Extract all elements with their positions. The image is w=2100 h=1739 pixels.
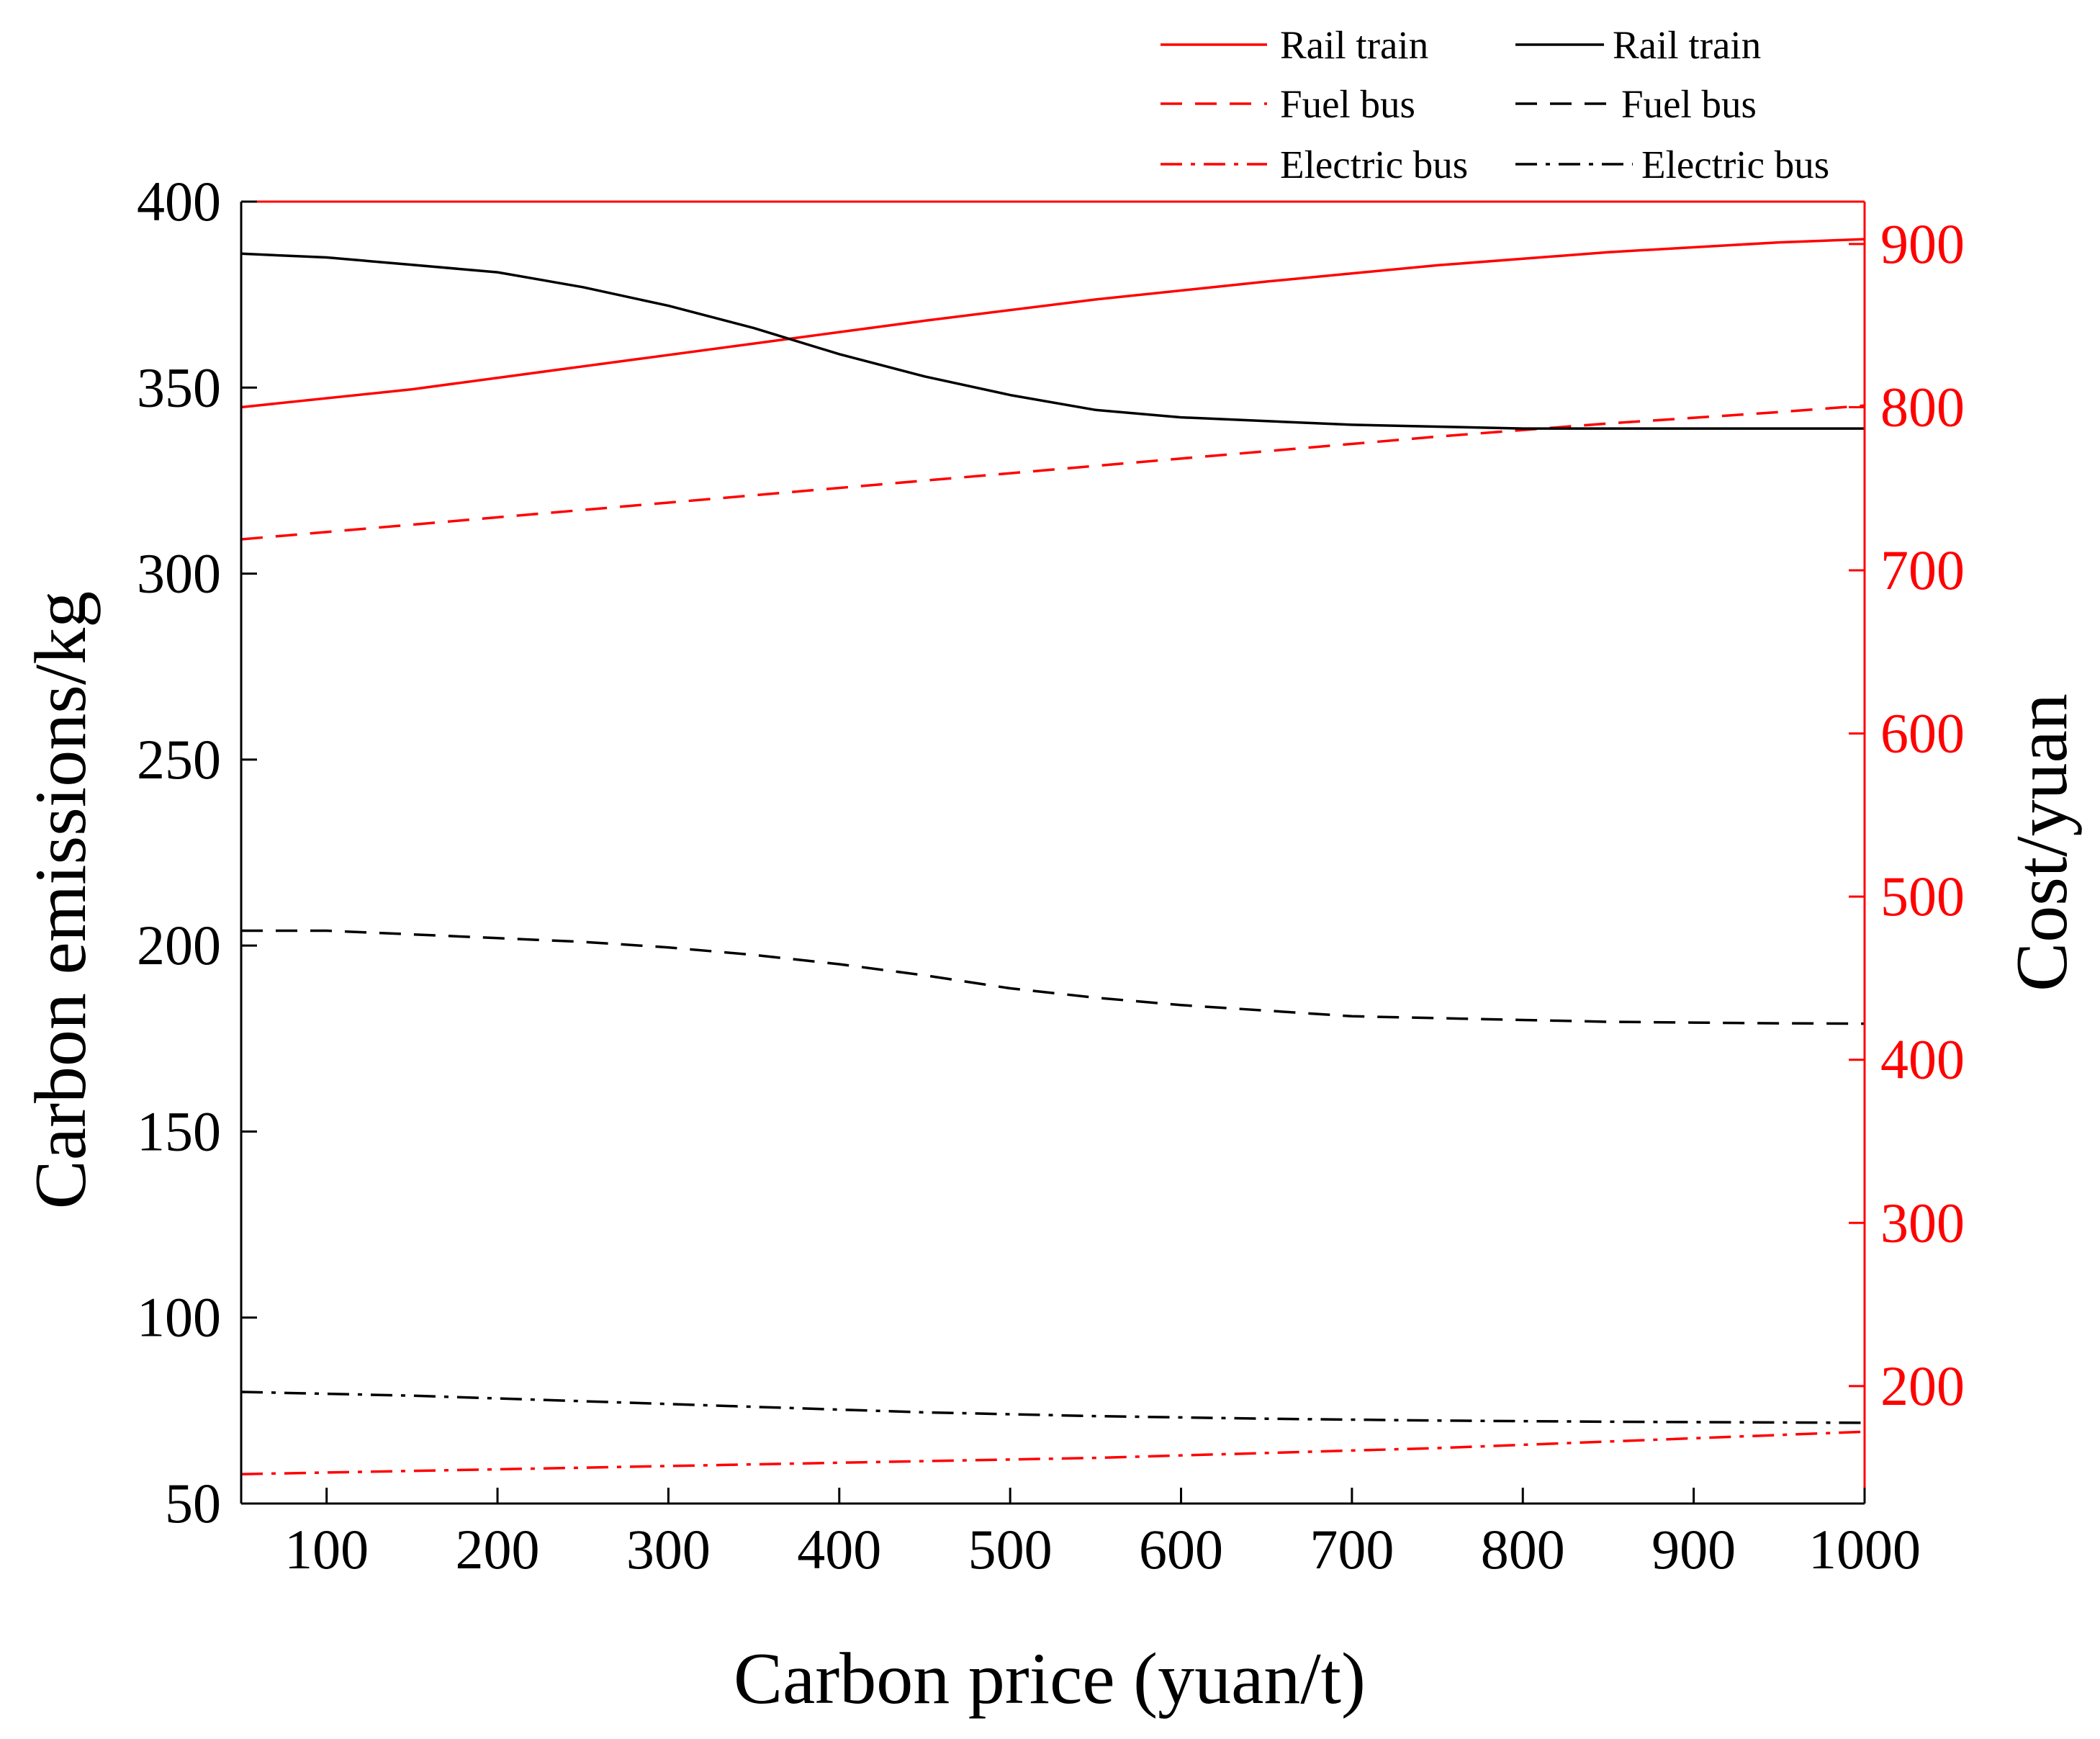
right-tick-label: 200 <box>1880 1354 1965 1417</box>
x-tick-label: 500 <box>968 1518 1053 1581</box>
left-tick-label: 50 <box>165 1472 221 1534</box>
x-tick-label: 600 <box>1139 1518 1223 1581</box>
left-axis-title: Carbon emissions/kg <box>20 591 102 1209</box>
right-tick-label: 300 <box>1880 1191 1965 1254</box>
left-tick-label: 250 <box>137 728 221 791</box>
right-tick-label: 600 <box>1880 702 1965 765</box>
legend-emissions-label: Fuel bus <box>1621 82 1757 126</box>
x-tick-label: 800 <box>1481 1518 1565 1581</box>
left-tick-label: 150 <box>137 1100 221 1162</box>
right-tick-label: 800 <box>1880 375 1965 438</box>
right-tick-label: 900 <box>1880 212 1965 275</box>
x-tick-label: 900 <box>1651 1518 1736 1581</box>
legend-cost-label: Electric bus <box>1280 143 1468 187</box>
x-tick-label: 300 <box>626 1518 711 1581</box>
right-tick-label: 500 <box>1880 865 1965 927</box>
x-axis: 100 200 300 400 500 600 700 800 900 1000 <box>284 1488 1921 1581</box>
cost-fuel-bus-line <box>240 404 1865 541</box>
x-tick-label: 200 <box>456 1518 540 1581</box>
left-tick-label: 350 <box>137 356 221 418</box>
x-tick-label: 700 <box>1310 1518 1394 1581</box>
emissions-fuel-bus-line <box>241 929 1865 1025</box>
emissions-electric-bus-line <box>240 1390 1865 1424</box>
right-axis: 200 300 400 500 600 700 800 900 <box>1849 212 1965 1417</box>
left-tick-label: 200 <box>137 914 221 976</box>
series-layer <box>240 238 1865 1475</box>
left-tick-label: 100 <box>137 1286 221 1349</box>
x-tick-label: 1000 <box>1808 1518 1921 1581</box>
legend-emissions-label: Electric bus <box>1641 143 1829 187</box>
emissions-rail-train-line <box>240 252 1865 430</box>
cost-rail-train-line <box>240 238 1865 409</box>
right-tick-label: 700 <box>1880 539 1965 601</box>
cost-electric-bus-line <box>240 1430 1865 1475</box>
right-axis-title: Cost/yuan <box>2001 693 2083 992</box>
plot-frame <box>240 200 1866 1505</box>
left-tick-label: 400 <box>137 170 221 233</box>
x-axis-title: Carbon price (yuan/t) <box>734 1638 1366 1720</box>
x-tick-label: 100 <box>284 1518 369 1581</box>
left-tick-label: 300 <box>137 542 221 605</box>
left-axis: 50 100 150 200 250 300 350 400 <box>137 170 257 1534</box>
right-tick-label: 400 <box>1880 1028 1965 1091</box>
legend-emissions-label: Rail train <box>1613 23 1761 67</box>
legend-cost-label: Rail train <box>1280 23 1428 67</box>
legend-cost-label: Fuel bus <box>1280 82 1415 126</box>
x-tick-label: 400 <box>797 1518 881 1581</box>
legend: Rail train Fuel bus Electric bus Rail train… <box>1161 23 1829 187</box>
